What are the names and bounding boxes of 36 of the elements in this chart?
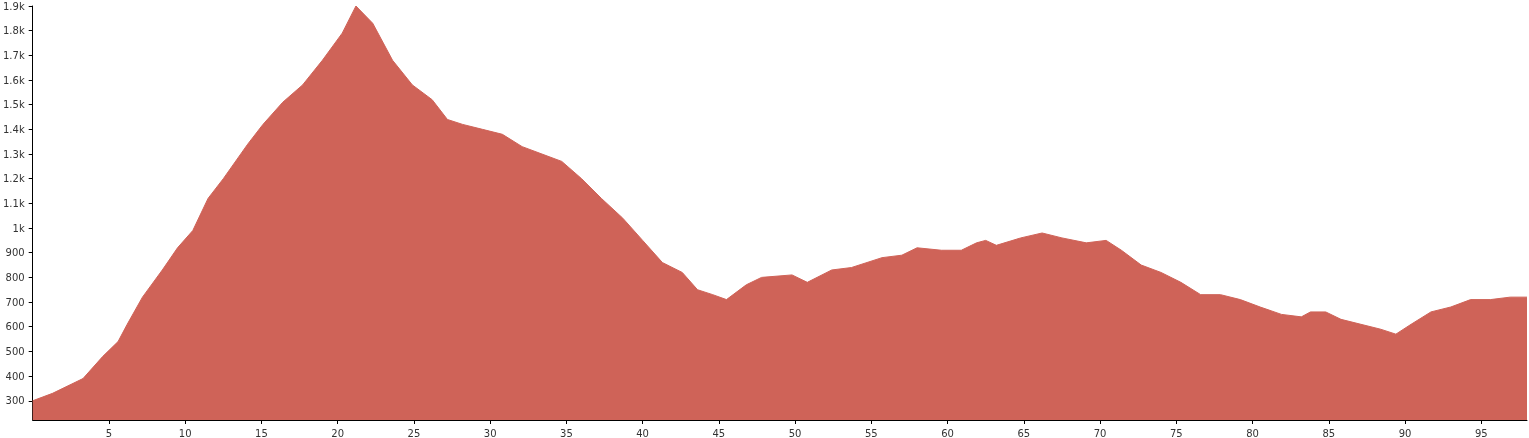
x-tick-label: 80 xyxy=(1246,427,1259,438)
y-tick-label: 1.1k xyxy=(2,197,25,209)
x-tick-label: 90 xyxy=(1398,427,1412,438)
y-tick-label: 1.3k xyxy=(2,148,25,160)
y-tick-label: 1.5k xyxy=(2,99,25,111)
x-tick-label: 65 xyxy=(1017,427,1031,438)
y-tick-label: 1.8k xyxy=(2,25,25,37)
y-tick-label: 900 xyxy=(5,247,25,259)
x-tick-label: 75 xyxy=(1169,427,1183,438)
x-tick-label: 20 xyxy=(331,427,345,438)
y-tick-label: 800 xyxy=(5,271,25,283)
x-tick-label: 45 xyxy=(712,427,726,438)
x-tick-label: 40 xyxy=(636,427,649,438)
x-tick-label: 50 xyxy=(788,427,802,438)
x-tick-label: 55 xyxy=(864,427,878,438)
y-tick-label: 1.2k xyxy=(2,173,25,185)
y-tick-label: 300 xyxy=(5,395,25,407)
y-tick-label: 1.4k xyxy=(2,123,25,135)
x-tick-label: 10 xyxy=(178,427,192,438)
x-tick-label: 30 xyxy=(483,427,497,438)
x-tick-label: 60 xyxy=(941,427,954,438)
y-tick-label: 1k xyxy=(12,222,25,234)
x-tick-label: 85 xyxy=(1322,427,1336,438)
y-tick-label: 700 xyxy=(5,296,25,308)
y-tick-label: 400 xyxy=(5,370,25,382)
y-tick-label: 1.9k xyxy=(2,0,25,12)
x-tick-label: 5 xyxy=(105,427,113,438)
x-tick-label: 35 xyxy=(560,427,573,438)
x-tick-label: 15 xyxy=(255,427,268,438)
y-tick-label: 500 xyxy=(5,345,25,357)
y-tick-label: 1.6k xyxy=(2,74,25,86)
x-tick-label: 25 xyxy=(407,427,421,438)
x-tick-label: 95 xyxy=(1474,427,1488,438)
y-tick-label: 1.7k xyxy=(2,49,25,61)
y-tick-label: 600 xyxy=(5,321,25,333)
x-tick-label: 70 xyxy=(1093,427,1107,438)
